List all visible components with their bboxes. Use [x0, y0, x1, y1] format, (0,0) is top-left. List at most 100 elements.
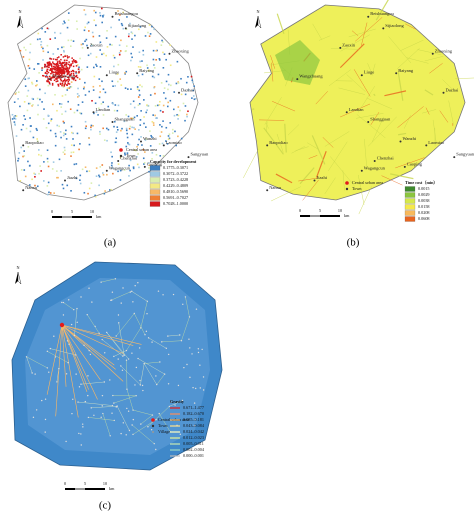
- land-patch: [148, 171, 150, 173]
- town-marker: [22, 144, 24, 146]
- land-patch: [86, 39, 88, 41]
- land-patch: [63, 50, 65, 52]
- village-marker: [88, 350, 89, 351]
- land-patch: [48, 123, 50, 125]
- land-patch: [89, 170, 91, 172]
- town-marker: [367, 121, 369, 123]
- land-patch: [56, 170, 58, 172]
- land-patch: [86, 45, 88, 47]
- legend-item: 0.0608: [418, 216, 430, 221]
- urban-patch: [57, 84, 59, 86]
- land-patch: [152, 152, 154, 154]
- village-marker: [126, 408, 127, 409]
- village-marker: [115, 278, 116, 279]
- land-patch: [139, 51, 141, 53]
- land-patch: [28, 65, 30, 67]
- land-patch: [71, 81, 73, 83]
- village-marker: [34, 373, 35, 374]
- land-patch: [117, 81, 119, 83]
- village-marker: [58, 368, 59, 369]
- urban-patch: [58, 85, 60, 87]
- land-patch: [63, 21, 65, 23]
- village-marker: [120, 433, 121, 434]
- land-patch: [65, 94, 67, 96]
- land-patch: [38, 72, 40, 74]
- land-patch: [95, 102, 97, 104]
- land-patch: [31, 82, 33, 84]
- land-patch: [92, 32, 94, 34]
- land-patch: [39, 38, 41, 40]
- land-patch: [117, 171, 119, 173]
- land-patch: [163, 105, 165, 107]
- land-patch: [167, 106, 169, 108]
- land-patch: [87, 66, 89, 68]
- land-patch: [103, 174, 105, 176]
- town-marker: [443, 92, 445, 94]
- village-marker: [159, 361, 160, 362]
- land-patch: [88, 91, 90, 93]
- land-patch: [34, 173, 36, 175]
- land-patch: [109, 44, 111, 46]
- village-marker: [162, 294, 163, 295]
- urban-patch: [62, 66, 64, 68]
- land-patch: [146, 64, 148, 66]
- urban-patch: [60, 68, 62, 70]
- town-marker: [339, 47, 341, 49]
- village-marker: [106, 332, 107, 333]
- town-marker: [367, 16, 369, 18]
- land-patch: [110, 151, 112, 153]
- land-patch: [128, 143, 130, 145]
- land-patch: [177, 106, 179, 108]
- land-patch: [149, 24, 151, 26]
- town-label: Caoping: [407, 161, 423, 166]
- land-patch: [125, 114, 127, 116]
- town-marker: [296, 78, 298, 80]
- land-patch: [185, 105, 187, 107]
- urban-patch: [75, 61, 77, 63]
- land-patch: [52, 53, 54, 55]
- legend-swatch: [405, 199, 415, 204]
- land-patch: [35, 85, 37, 87]
- land-patch: [66, 185, 68, 187]
- village-marker: [159, 413, 160, 414]
- land-patch: [142, 50, 144, 52]
- north-arrow: [20, 16, 23, 28]
- land-patch: [47, 149, 49, 151]
- land-patch: [38, 149, 40, 151]
- village-marker: [143, 363, 144, 364]
- land-patch: [150, 94, 152, 96]
- land-patch: [30, 131, 32, 133]
- land-patch: [62, 184, 64, 186]
- land-patch: [148, 105, 150, 107]
- urban-patch: [47, 62, 49, 64]
- village-marker: [129, 430, 130, 431]
- urban-patch: [73, 66, 75, 68]
- urban-patch: [72, 70, 74, 72]
- land-patch: [81, 69, 83, 71]
- village-marker: [151, 429, 152, 430]
- legend-town: Town: [158, 423, 168, 428]
- village-marker: [111, 299, 112, 300]
- land-patch: [32, 98, 34, 100]
- scale-label: 0: [299, 208, 301, 213]
- land-patch: [131, 127, 133, 129]
- village-marker: [61, 302, 62, 303]
- town-label: Zhaoxing: [172, 48, 190, 53]
- village-marker: [88, 288, 89, 289]
- scale-bar: [75, 488, 85, 489]
- land-patch: [76, 163, 78, 165]
- urban-patch: [64, 80, 66, 82]
- village-marker: [113, 402, 114, 403]
- urban-patch: [43, 75, 45, 77]
- land-patch: [82, 169, 84, 171]
- land-patch: [86, 171, 88, 173]
- land-patch: [23, 155, 25, 157]
- urban-patch: [49, 62, 51, 64]
- land-patch: [113, 66, 115, 68]
- legend-town: Town: [352, 186, 362, 191]
- land-patch: [152, 121, 154, 123]
- land-patch: [89, 144, 91, 146]
- land-patch: [173, 109, 175, 111]
- village-marker: [45, 399, 46, 400]
